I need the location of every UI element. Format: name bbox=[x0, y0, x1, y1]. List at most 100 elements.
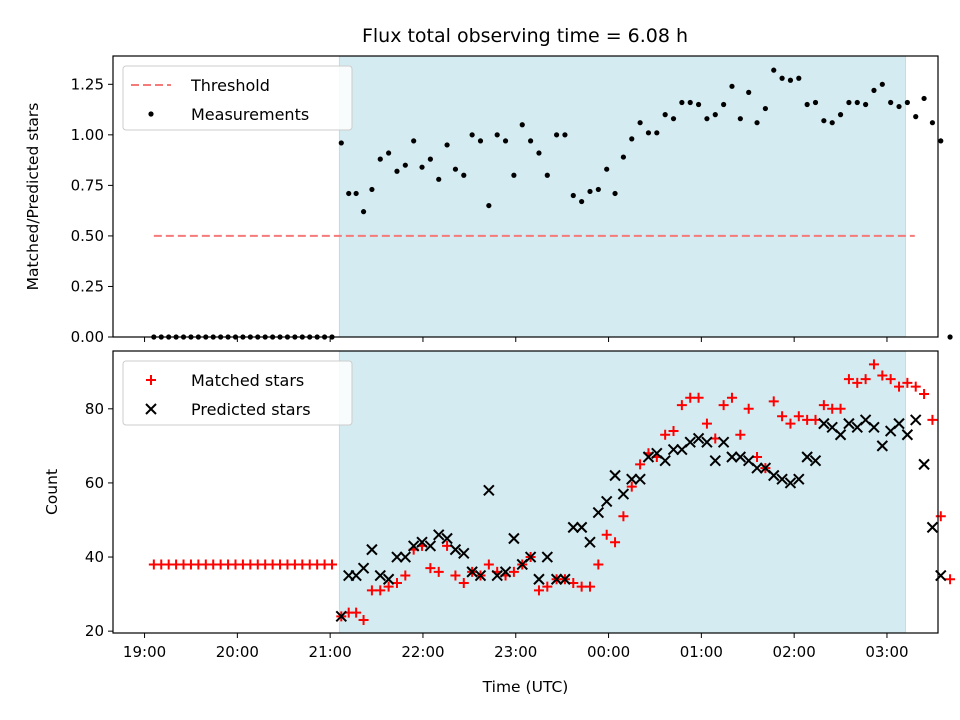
measurement-point bbox=[754, 120, 760, 126]
measurement-point bbox=[904, 99, 910, 106]
predicted-star-point bbox=[491, 569, 503, 582]
predicted-star-point bbox=[893, 417, 905, 430]
predicted-star-point bbox=[809, 454, 822, 467]
matched-star-point bbox=[802, 414, 813, 425]
predicted-star-point bbox=[642, 451, 655, 463]
bottom-y-ticks: 20 40 60 80 bbox=[85, 400, 113, 640]
measurement-point bbox=[729, 83, 735, 89]
predicted-star-point bbox=[876, 440, 889, 452]
y-tick-label: 0.00 bbox=[71, 328, 104, 346]
matched-star-point bbox=[777, 411, 788, 422]
predicted-star-point bbox=[684, 436, 696, 448]
y-tick-label: 0.25 bbox=[71, 277, 104, 295]
predicted-star-point bbox=[734, 451, 747, 463]
matched-star-point bbox=[768, 396, 779, 407]
measurement-point bbox=[637, 120, 643, 126]
predicted-star-point bbox=[458, 547, 470, 560]
matched-star-point bbox=[375, 585, 386, 596]
matched-star-point bbox=[945, 574, 956, 585]
matched-star-point bbox=[726, 392, 737, 403]
matched-star-point bbox=[785, 418, 796, 429]
predicted-star-point bbox=[382, 573, 395, 585]
measurement-point bbox=[779, 75, 785, 81]
chart-title: Flux total observing time = 6.08 h bbox=[362, 25, 688, 47]
matched-star-point bbox=[358, 615, 369, 626]
predicted-star-point bbox=[609, 469, 621, 482]
matched-star-point bbox=[450, 570, 461, 581]
x-tick-label: 02:00 bbox=[773, 643, 816, 661]
predicted-star-point bbox=[692, 432, 705, 445]
measurement-point bbox=[938, 138, 944, 144]
predicted-star-point bbox=[834, 429, 847, 441]
predicted-star-point bbox=[818, 417, 830, 430]
measurement-point bbox=[821, 118, 827, 124]
top-y-ticks: 0.00 0.25 0.50 0.75 1.00 1.25 bbox=[71, 75, 113, 346]
predicted-star-point bbox=[541, 551, 554, 563]
measurement-point bbox=[896, 103, 902, 110]
y-tick-label: 60 bbox=[85, 474, 104, 492]
matched-star-point bbox=[383, 581, 394, 592]
matched-star-point bbox=[701, 418, 712, 429]
matched-star-point bbox=[366, 585, 377, 596]
measurement-point bbox=[502, 138, 509, 144]
matched-star-point bbox=[860, 374, 871, 385]
predicted-star-point bbox=[626, 473, 638, 485]
predicted-star-point bbox=[499, 566, 512, 578]
measurement-point bbox=[662, 112, 668, 118]
measurement-point bbox=[645, 130, 652, 136]
predicted-star-point bbox=[550, 573, 563, 585]
matched-star-point bbox=[660, 429, 671, 440]
legend-entry-label: Matched stars bbox=[191, 371, 304, 390]
predicted-star-point bbox=[407, 540, 420, 552]
measurement-point bbox=[620, 154, 627, 160]
measurement-point bbox=[544, 172, 550, 178]
top-observing-span bbox=[338, 55, 907, 338]
predicted-star-point bbox=[901, 429, 914, 441]
x-tick-label: 22:00 bbox=[401, 643, 444, 661]
y-tick-label: 40 bbox=[85, 548, 104, 566]
measurement-point bbox=[888, 99, 894, 106]
measurement-point bbox=[846, 99, 852, 106]
measurement-point bbox=[528, 138, 534, 144]
predicted-star-point bbox=[751, 462, 763, 474]
measurement-point bbox=[929, 120, 936, 126]
predicted-star-point bbox=[508, 532, 520, 545]
top-y-axis-label: Matched/Predicted stars bbox=[24, 103, 42, 291]
measurement-point bbox=[427, 156, 433, 162]
measurement-point bbox=[913, 114, 919, 120]
matched-star-point bbox=[718, 400, 729, 411]
matched-star-point bbox=[626, 481, 637, 492]
matched-star-point bbox=[351, 607, 362, 618]
measurement-point bbox=[670, 116, 677, 122]
predicted-star-point bbox=[441, 532, 453, 545]
measurement-point bbox=[587, 188, 593, 195]
legend-entry-label: Predicted stars bbox=[191, 400, 311, 419]
predicted-star-point bbox=[335, 610, 347, 623]
observing-span-band bbox=[338, 55, 907, 338]
measurement-point bbox=[796, 75, 802, 81]
matched-star-point bbox=[910, 381, 921, 392]
predicted-star-point bbox=[768, 469, 780, 482]
predicted-star-point bbox=[776, 473, 788, 485]
measurement-point bbox=[879, 81, 885, 87]
matched-star-point bbox=[400, 570, 411, 581]
matched-star-point bbox=[425, 563, 436, 574]
measurement-point bbox=[377, 156, 383, 162]
matched-star-point bbox=[885, 374, 896, 385]
measurement-point bbox=[737, 116, 743, 122]
measurement-point bbox=[721, 101, 727, 108]
predicted-star-point bbox=[575, 521, 588, 534]
bottom-legend: Matched stars Predicted stars bbox=[122, 360, 353, 426]
measurement-point bbox=[712, 112, 718, 118]
predicted-star-point bbox=[667, 443, 680, 456]
matched-star-point bbox=[668, 426, 679, 437]
legend-entry-label: Threshold bbox=[190, 76, 270, 95]
x-tick-label: 21:00 bbox=[309, 643, 352, 661]
matched-star-point bbox=[735, 429, 746, 440]
measurement-point bbox=[411, 138, 417, 144]
measurement-point bbox=[477, 138, 484, 144]
measurement-point bbox=[947, 334, 953, 340]
matched-star-point bbox=[793, 411, 804, 422]
matched-star-point bbox=[676, 400, 687, 411]
